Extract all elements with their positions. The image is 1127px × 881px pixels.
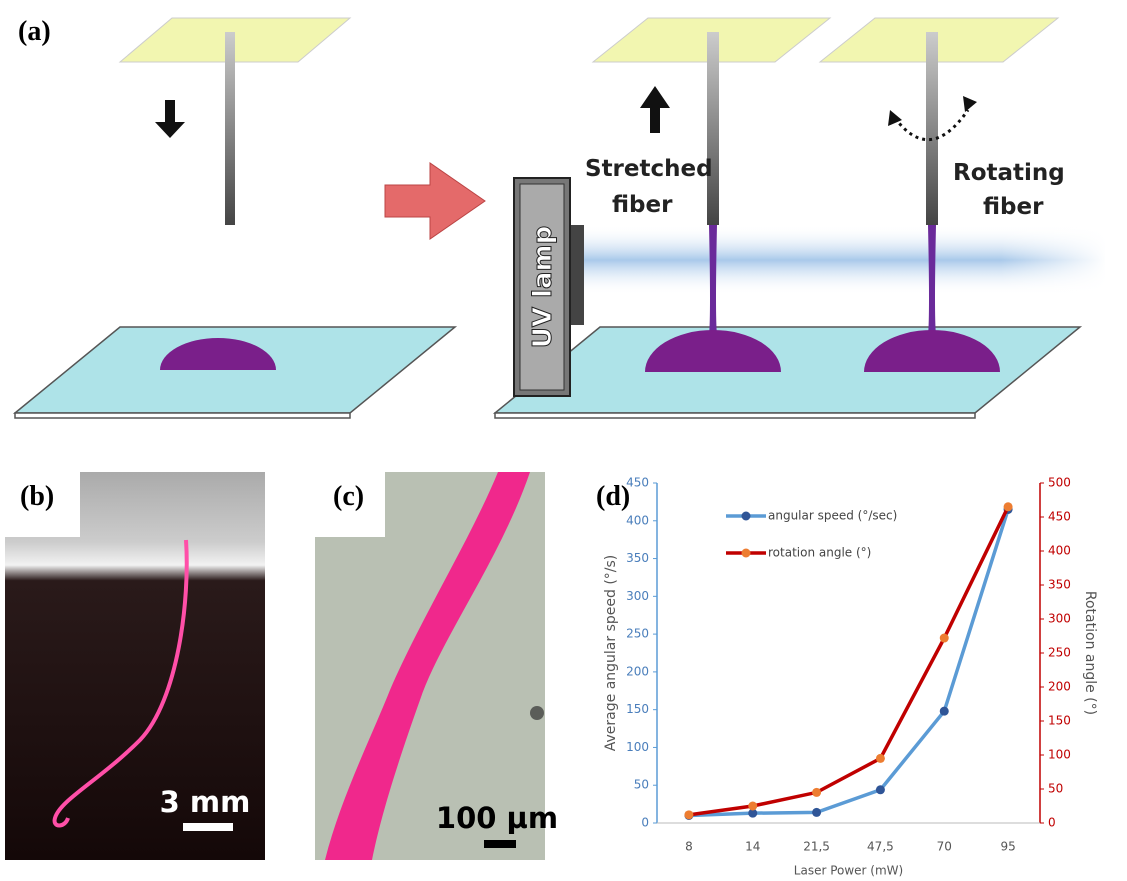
- x-tick-label: 21,5: [803, 840, 830, 854]
- y-tick-label: 100: [626, 740, 649, 754]
- y2-tick-label: 400: [1048, 544, 1071, 558]
- scale-bar: [484, 840, 516, 848]
- up-arrow: [640, 86, 670, 133]
- down-arrow: [155, 100, 185, 138]
- particle: [530, 706, 544, 720]
- data-point: [1004, 502, 1013, 511]
- rod: [225, 32, 235, 225]
- y-tick-label: 50: [634, 778, 649, 792]
- step-arrow: [385, 163, 485, 239]
- diagram-label: fiber: [612, 192, 673, 218]
- uv-fade: [575, 222, 1107, 298]
- diagram-label: Rotating: [953, 160, 1065, 186]
- x-axis-label: Laser Power (mW): [794, 864, 903, 878]
- scale-label: 100 µm: [436, 801, 558, 835]
- legend-marker: [742, 512, 751, 521]
- diagram-label: Stretched: [585, 156, 713, 182]
- y-tick-label: 300: [626, 589, 649, 603]
- y2-tick-label: 100: [1048, 748, 1071, 762]
- scale-label: 3 mm: [160, 785, 251, 819]
- slide-edge: [15, 413, 350, 418]
- x-tick-label: 95: [1000, 840, 1015, 854]
- y2-tick-label: 0: [1048, 816, 1056, 830]
- panel-label: (d): [596, 481, 630, 512]
- data-point: [876, 754, 885, 763]
- rod: [707, 32, 719, 225]
- y2-tick-label: 300: [1048, 612, 1071, 626]
- y2-tick-label: 350: [1048, 578, 1071, 592]
- data-point: [876, 785, 885, 794]
- y2-tick-label: 150: [1048, 714, 1071, 728]
- uv-lamp-label: UV lamp: [528, 226, 558, 348]
- x-tick-label: 47,5: [867, 840, 894, 854]
- data-point: [812, 788, 821, 797]
- data-point: [940, 634, 949, 643]
- data-point: [812, 808, 821, 817]
- legend-label: rotation angle (°): [768, 546, 871, 560]
- x-tick-label: 70: [937, 840, 952, 854]
- y2-tick-label: 500: [1048, 476, 1071, 490]
- y-tick-label: 200: [626, 664, 649, 678]
- legend-marker: [742, 549, 751, 558]
- panel-a: (a) UV lamp Stretched fiber Rotating fib…: [15, 16, 1107, 418]
- y-tick-label: 350: [626, 551, 649, 565]
- scale-bar: [183, 823, 233, 831]
- y2-axis-label: Rotation angle (°): [1082, 591, 1098, 715]
- y-tick-label: 400: [626, 513, 649, 527]
- y2-tick-label: 50: [1048, 782, 1063, 796]
- y2-tick-label: 450: [1048, 510, 1071, 524]
- rod: [926, 32, 938, 225]
- panel-label: (a): [18, 16, 51, 47]
- figure: (a) UV lamp Stretched fiber Rotating fib…: [0, 0, 1127, 881]
- diagram-label: fiber: [983, 194, 1044, 220]
- panel-label: (b): [20, 481, 54, 512]
- x-tick-label: 14: [745, 840, 760, 854]
- y-tick-label: 450: [626, 476, 649, 490]
- y2-tick-label: 200: [1048, 680, 1071, 694]
- y-axis-label: Average angular speed (°/s): [603, 555, 619, 752]
- panel-label: (c): [333, 481, 364, 512]
- panel-b: (b) 3 mm: [5, 472, 265, 860]
- y-tick-label: 0: [641, 816, 649, 830]
- plate: [820, 18, 1058, 62]
- data-point: [684, 810, 693, 819]
- slide-edge: [495, 413, 975, 418]
- y2-tick-label: 250: [1048, 646, 1071, 660]
- data-point: [940, 707, 949, 716]
- legend-label: angular speed (°/sec): [768, 509, 897, 523]
- panel-c: (c) 100 µm: [315, 472, 558, 860]
- y-tick-label: 150: [626, 702, 649, 716]
- x-tick-label: 8: [685, 840, 693, 854]
- y-tick-label: 250: [626, 627, 649, 641]
- panel-d: (d) 0 50 100 150 200 250 300 350 400 450 0 50 100 150…: [596, 476, 1098, 878]
- data-point: [748, 802, 757, 811]
